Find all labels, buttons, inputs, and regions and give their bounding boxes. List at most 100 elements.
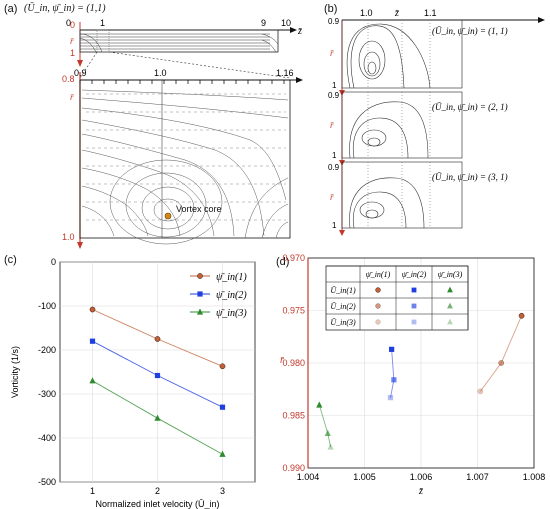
c-ytick-0: 0: [51, 257, 56, 267]
b-yaxis-3: r̄: [330, 192, 334, 202]
top-strip: [77, 22, 297, 79]
b-yaxis-2: r̄: [330, 120, 334, 130]
d-point-s1-1: [518, 312, 525, 319]
panel-d-label: (d): [276, 256, 290, 268]
c-legend-label-1: ψ̄_in(1): [216, 272, 247, 283]
c-legend-label-3: ψ̄_in(3): [216, 308, 247, 319]
top-xtick-3: 10: [281, 18, 291, 28]
b-ytick-bot-2: 1: [332, 151, 337, 160]
c-point-s1-2: [154, 336, 161, 342]
d-table-marker-1-1: [375, 287, 381, 293]
d-ytick-3: 0.985: [282, 411, 305, 421]
d-xtick-2: 1.006: [410, 472, 433, 482]
d-table-marker-1-2: [411, 287, 417, 293]
top-xtick-1: 1: [100, 18, 105, 28]
b-subplot-2: (Ū_in, ψ̄_in) = (2, 1) 0.9 1 r̄: [328, 91, 508, 166]
b-ytick-top-3: 0.9: [328, 163, 340, 172]
b-yaxis-1: r̄: [330, 48, 334, 58]
zoom-xtick-0: 0.9: [74, 68, 87, 78]
panel-b-label: (b): [324, 3, 338, 15]
d-xtick-1: 1.005: [353, 472, 376, 482]
panel-a-header: (Ū_in, ψ̄_in) = (1,1): [24, 3, 106, 14]
c-x-axis-label: Normalized inlet velocity (Ū_in): [95, 499, 219, 509]
c-ytick-4: -400: [38, 433, 56, 443]
vortex-core-label: Vortex core: [176, 204, 222, 214]
c-point-s1-1: [89, 306, 96, 313]
c-xtick-2: 3: [220, 486, 225, 496]
d-table-marker-2-1: [375, 303, 381, 309]
c-xtick-1: 2: [155, 486, 160, 496]
d-table-row-2: Ū_in(2): [330, 302, 356, 311]
b-ytick-bot-3: 1: [332, 221, 337, 230]
zoom-xtick-1: 1.0: [154, 68, 167, 78]
d-table-marker-2-3: [447, 302, 453, 309]
panel-c: (c) 0 -100 -200 -300 -400 -500 1 2 3 Normalized i…: [0, 252, 272, 509]
zoom-xtick-2: 1.16: [276, 68, 294, 78]
top-y-axis-label: r̄: [70, 36, 74, 46]
c-ytick-2: -200: [38, 345, 56, 355]
top-ytick-0: 0: [70, 20, 75, 30]
d-point-s1-2: [498, 360, 505, 366]
d-table-row-1: Ū_in(1): [330, 286, 356, 295]
d-table-col-1: ψ̄_in(1): [366, 270, 391, 279]
b-subplot-3: (Ū_in, ψ̄_in) = (3, 1) 0.9 1 r̄: [328, 161, 508, 236]
d-table-marker-2-2: [411, 303, 417, 309]
d-point-s3-1: [316, 401, 323, 408]
top-xtick-2: 9: [261, 18, 266, 28]
b-case-2: (Ū_in, ψ̄_in) = (2, 1): [432, 102, 508, 112]
d-table-col-3: ψ̄_in(3): [438, 270, 463, 279]
b-subplot-1: (Ū_in, ψ̄_in) = (1, 1) 0.9 1 r̄: [328, 17, 508, 96]
c-legend-marker-1: [197, 273, 203, 279]
zoom-ytick-0: 0.8: [62, 74, 75, 84]
panel-b: (b) 1.0 z̄ 1.1 (Ū_in, ψ̄_in) = (1, 1) 0.…: [310, 0, 550, 250]
d-table-marker-3-2: [411, 319, 417, 325]
c-point-s2-3: [219, 404, 226, 410]
c-legend-marker-3: [196, 308, 204, 315]
d-table-row-3: Ū_in(3): [330, 318, 356, 327]
panel-a-label: (a): [4, 3, 18, 15]
vortex-core-marker: [164, 212, 172, 220]
c-xtick-0: 1: [90, 486, 95, 496]
panel-c-label: (c): [4, 254, 17, 266]
zoom-axes: [77, 72, 303, 249]
panel-a: (a) (Ū_in, ψ̄_in) = (1,1) 0 1 9 10 0 1 z…: [0, 0, 310, 250]
c-point-s3-2: [154, 414, 161, 421]
d-point-s2-1: [389, 346, 395, 352]
d-series-line-2: [390, 349, 395, 398]
d-series-line-3: [318, 404, 332, 448]
b-ytick-bot-1: 1: [332, 81, 337, 90]
c-legend-label-2: ψ̄_in(2): [216, 290, 247, 301]
zoom-ytick-1: 1.0: [62, 232, 75, 242]
d-xtick-4: 1.008: [523, 472, 546, 482]
b-ytick-top-2: 0.9: [328, 91, 340, 100]
c-point-s3-3: [219, 450, 226, 457]
d-ytick-2: 0.980: [282, 358, 305, 368]
c-ytick-5: -500: [38, 477, 56, 487]
d-y-axis-label: r̄: [280, 355, 285, 366]
d-ytick-1: 0.975: [282, 306, 305, 316]
d-point-s3-2: [324, 429, 331, 436]
top-xtick-0: 0: [66, 18, 71, 28]
d-xtick-0: 1.004: [297, 472, 320, 482]
streamlines: [81, 89, 289, 245]
d-x-axis-label: z̄: [418, 486, 423, 497]
c-ytick-3: -300: [38, 389, 56, 399]
panel-b-figure: 1.0 z̄ 1.1 (Ū_in, ψ̄_in) = (1, 1) 0.9 1 …: [328, 8, 545, 236]
c-point-s1-3: [219, 363, 226, 370]
panel-a-figure: 0 1 9 10 0 1 z̄ r̄: [62, 18, 303, 249]
c-ytick-1: -100: [38, 301, 56, 311]
d-ytick-4: 0.990: [282, 463, 305, 473]
d-point-s2-2: [391, 377, 397, 383]
b-case-3: (Ū_in, ψ̄_in) = (3, 1): [432, 172, 508, 182]
c-point-s2-1: [89, 338, 96, 344]
panel-d: (d) 0.970 0.975 0.980 0.985 0.990 1.004 1.005 1…: [272, 252, 550, 509]
b-xtick-0: 1.0: [360, 8, 373, 18]
velocity-vectors: [86, 93, 286, 221]
c-y-axis-label: Vorticity (1/s): [10, 346, 20, 398]
b-case-1: (Ū_in, ψ̄_in) = (1, 1): [432, 26, 508, 36]
c-point-s2-2: [154, 372, 161, 379]
b-xtick-1: z̄: [394, 8, 399, 19]
b-xtick-2: 1.1: [424, 8, 437, 18]
c-legend-marker-2: [197, 291, 203, 297]
